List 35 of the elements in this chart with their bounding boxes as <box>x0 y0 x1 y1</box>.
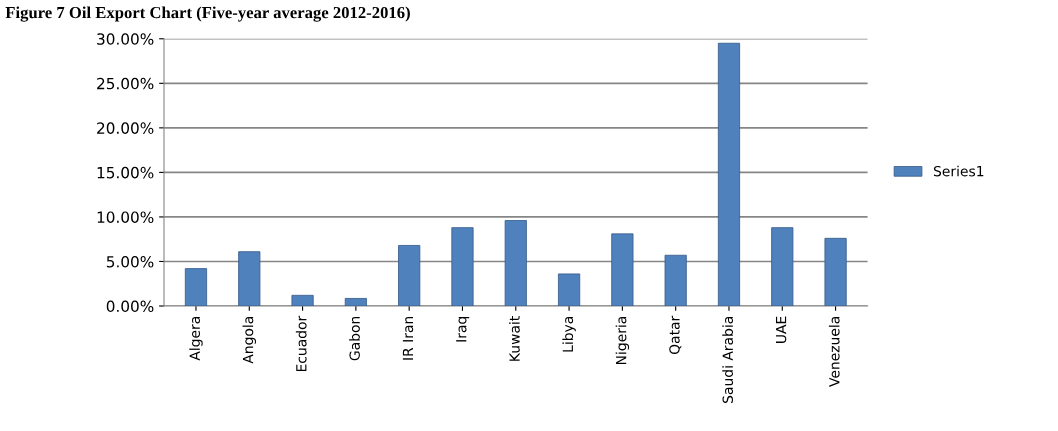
y-tick-label: 0.00% <box>106 300 154 313</box>
bar <box>344 298 367 307</box>
bar <box>558 273 581 307</box>
bar <box>238 251 261 307</box>
x-tick-label: Algera <box>189 316 203 361</box>
x-tick-label: Saudi Arabia <box>722 316 734 403</box>
x-tick-label: UAE <box>775 316 787 343</box>
bar <box>664 254 687 307</box>
bar <box>771 227 794 307</box>
x-tick-label: Kuwait <box>509 316 520 361</box>
x-tick-label: Iraq <box>456 317 470 342</box>
chart-title: Figure 7 Oil Export Chart (Five-year average 2012-2016) <box>5 6 410 22</box>
x-tick-label: IR Iran <box>402 316 414 360</box>
x-tick-label: Venezuela <box>828 316 840 387</box>
bar <box>398 245 421 307</box>
y-tick-label: 25.00% <box>97 77 154 90</box>
x-tick-label: Angola <box>242 316 256 364</box>
y-tick-label: 30.00% <box>97 33 154 45</box>
bar <box>717 42 741 307</box>
bar <box>184 268 208 307</box>
x-tick-label: Nigeria <box>615 317 630 365</box>
bar <box>824 237 847 307</box>
x-tick-label: Libya <box>562 317 576 352</box>
y-tick-label: 20.00% <box>97 122 154 134</box>
legend-label: Series1 <box>933 165 984 177</box>
bar <box>291 294 314 307</box>
y-tick-label: 10.00% <box>97 211 154 223</box>
bar <box>451 227 474 307</box>
x-tick-label: Gabon <box>349 316 360 361</box>
x-tick-label: Ecuador <box>295 315 307 372</box>
y-tick-label: 5.00% <box>106 255 154 268</box>
x-tick-label: Qatar <box>669 315 682 355</box>
y-tick-label: 15.00% <box>97 166 154 179</box>
bar <box>611 233 634 307</box>
bar <box>504 220 527 307</box>
